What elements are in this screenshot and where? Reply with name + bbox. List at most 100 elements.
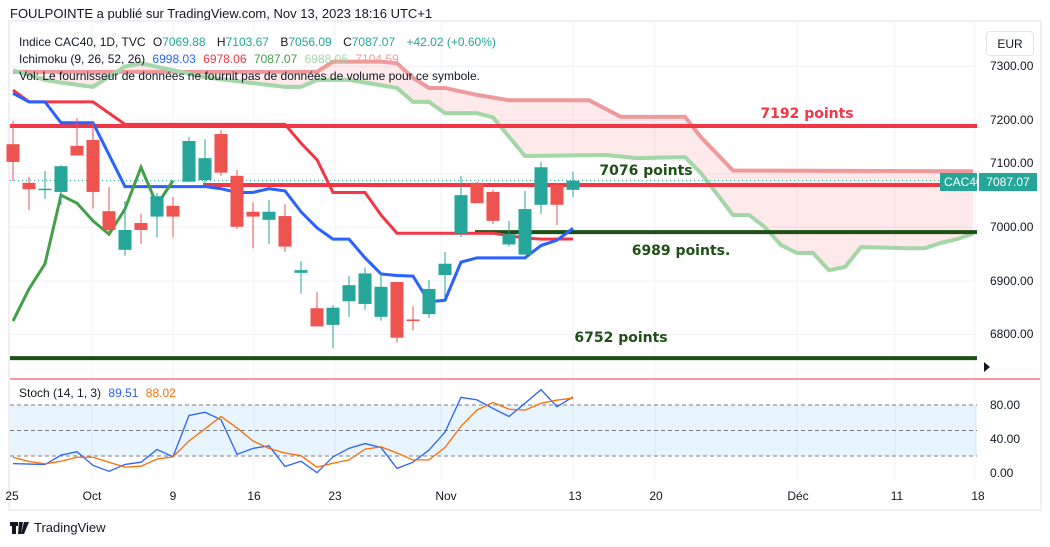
symbol-title: Indice CAC40, 1D, TVC (19, 35, 146, 49)
stoch-title: Stoch (14, 1, 3) (19, 386, 102, 400)
tenkan-value: 6998.03 (152, 52, 196, 66)
price-tick: 7100.00 (990, 156, 1034, 170)
candle (310, 292, 324, 327)
candle-body (54, 166, 68, 192)
candle (198, 139, 212, 185)
level-label-6752: 6752 points (574, 330, 667, 346)
time-tick: Nov (435, 489, 457, 503)
candle (246, 202, 260, 249)
candle (102, 187, 116, 234)
candle (358, 267, 372, 310)
level-label-7192: 7192 points (760, 106, 853, 122)
time-tick: 20 (649, 489, 663, 503)
candle (342, 276, 356, 317)
brand-name: TradingView (34, 520, 106, 535)
candle-body (454, 195, 468, 234)
candle (534, 161, 548, 214)
time-tick: 13 (568, 489, 582, 503)
ichimoku-legend[interactable]: Ichimoku (9, 26, 52, 26) 6998.03 6978.06… (19, 52, 403, 66)
high-label: H (216, 35, 226, 49)
ohlc-high: H7103.67 (217, 35, 273, 49)
high-value: 7103.67 (225, 35, 269, 49)
candle-body (326, 307, 340, 325)
candle (166, 196, 180, 238)
low-value: 7056.09 (288, 35, 332, 49)
stoch-tick: 40.00 (990, 432, 1021, 446)
cloud-fill (13, 61, 973, 271)
candle-body (518, 209, 532, 255)
candle-body (214, 134, 228, 173)
open-label: O (152, 35, 163, 49)
candle-body (438, 263, 452, 276)
candle (326, 305, 340, 349)
last-price-tag: 7087.07 (979, 173, 1037, 191)
level-label-6989: 6989 points. (632, 243, 731, 259)
stoch-tick: 80.00 (990, 398, 1021, 412)
tenkan-line (12, 91, 574, 304)
time-tick: 9 (169, 489, 177, 503)
candle-body (550, 184, 564, 205)
candle-body (230, 175, 244, 227)
stochastic-pane (10, 388, 977, 474)
candles (6, 117, 580, 349)
candle-body (246, 211, 260, 217)
candle (454, 175, 468, 237)
candle-body (134, 223, 148, 230)
change-value: +42.02 (+0.60%) (406, 35, 496, 49)
candle-body (486, 191, 500, 221)
candle-body (22, 182, 36, 190)
candle-body (86, 139, 100, 192)
scroll-to-realtime-icon[interactable] (984, 362, 990, 372)
candle (134, 213, 148, 244)
candle (214, 130, 228, 176)
candle (230, 169, 244, 229)
open-value: 7069.88 (162, 35, 206, 49)
close-label: C (343, 35, 352, 49)
candle (54, 165, 68, 205)
candle (502, 220, 516, 247)
ohlc-low: B7056.09 (280, 35, 335, 49)
stoch-d-value: 88.02 (145, 386, 176, 400)
candle (374, 273, 388, 321)
senkou-b-value: 7104.59 (355, 52, 399, 66)
symbol-legend: Indice CAC40, 1D, TVC O7069.88 H7103.67 … (19, 35, 500, 49)
candle (70, 117, 84, 156)
tradingview-logo-icon (10, 521, 29, 534)
stoch-legend[interactable]: Stoch (14, 1, 3) 89.51 88.02 (19, 386, 180, 400)
symbol-price-tag: CAC40 (940, 173, 983, 191)
stoch-k-line (12, 388, 574, 474)
kijun-value: 6978.06 (203, 52, 247, 66)
ichimoku-cloud (12, 59, 974, 273)
candle (518, 190, 532, 255)
candle-body (470, 182, 484, 204)
candle-body (70, 145, 84, 156)
candle (438, 251, 452, 297)
candle-body (534, 167, 548, 205)
low-label: B (280, 35, 289, 49)
candle-body (422, 288, 436, 315)
candle-body (118, 229, 132, 250)
candle (118, 201, 132, 256)
time-tick: 25 (5, 489, 19, 503)
candle (150, 192, 164, 238)
candle-body (390, 281, 404, 338)
candle (422, 279, 436, 318)
candle (86, 122, 100, 209)
chikou-line (11, 163, 175, 322)
candle-body (310, 308, 324, 327)
stoch-tick: 0.00 (990, 466, 1014, 480)
candle (390, 281, 404, 343)
candle-body (374, 286, 388, 317)
time-tick: 16 (247, 489, 261, 503)
ohlc-open: O7069.88 (153, 35, 210, 49)
candle (470, 181, 484, 204)
candle-body (406, 319, 420, 322)
tradingview-logo[interactable]: TradingView (10, 520, 106, 535)
currency-button[interactable]: EUR (986, 31, 1034, 56)
time-tick: Déc (787, 489, 809, 503)
senkou-a-line (12, 61, 974, 273)
candle-body (150, 196, 164, 217)
level-lines (10, 123, 977, 361)
